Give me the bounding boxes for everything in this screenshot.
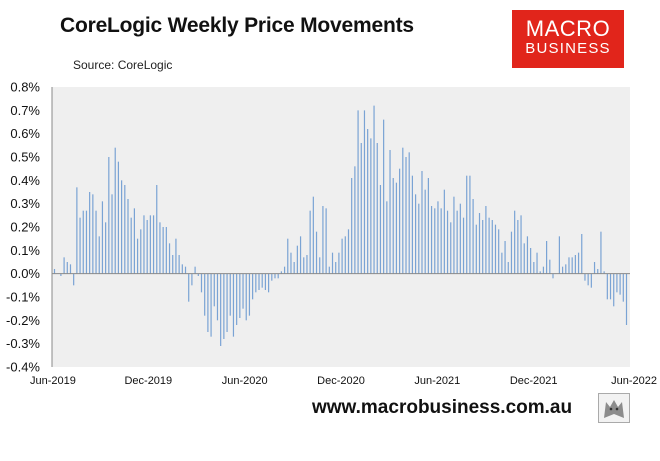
y-tick-label: 0.6% [10,126,40,141]
y-tick-label: 0.8% [10,80,40,95]
wolf-logo-icon [598,393,630,423]
x-axis: Jun-2019 Dec-2019 Jun-2020 Dec-2020 Jun-2021… [30,375,657,387]
logo-line-2: BUSINESS [525,40,611,57]
y-tick-label: 0.0% [10,266,40,281]
x-tick-label: Dec-2021 [510,375,558,387]
chart-title: CoreLogic Weekly Price Movements [60,14,414,37]
logo-line-1: MACRO [525,16,611,41]
website-url: www.macrobusiness.com.au [312,397,573,418]
x-tick-label: Jun-2022 [611,375,657,387]
x-tick-label: Dec-2019 [124,375,172,387]
y-axis: 0.8% 0.7% 0.6% 0.5% 0.4% 0.3% 0.2% 0.1% 0.0% -0.1… [6,80,40,375]
y-tick-label: 0.5% [10,150,40,165]
x-tick-label: Dec-2020 [317,375,365,387]
y-tick-label: 0.7% [10,103,40,118]
y-tick-label: 0.2% [10,220,40,235]
y-tick-label: -0.1% [6,290,40,305]
y-tick-label: 0.4% [10,173,40,188]
bar-series [53,105,628,346]
macrobusiness-logo: MACRO BUSINESS [512,10,624,68]
x-tick-label: Jun-2019 [30,375,76,387]
x-tick-label: Jun-2021 [414,375,460,387]
y-tick-label: 0.1% [10,243,40,258]
x-tick-label: Jun-2020 [222,375,268,387]
y-tick-label: 0.3% [10,196,40,211]
chart-source: Source: CoreLogic [73,58,173,72]
y-tick-label: -0.2% [6,313,40,328]
y-tick-label: -0.4% [6,360,40,375]
y-tick-label: -0.3% [6,336,40,351]
plot-area [52,87,630,367]
